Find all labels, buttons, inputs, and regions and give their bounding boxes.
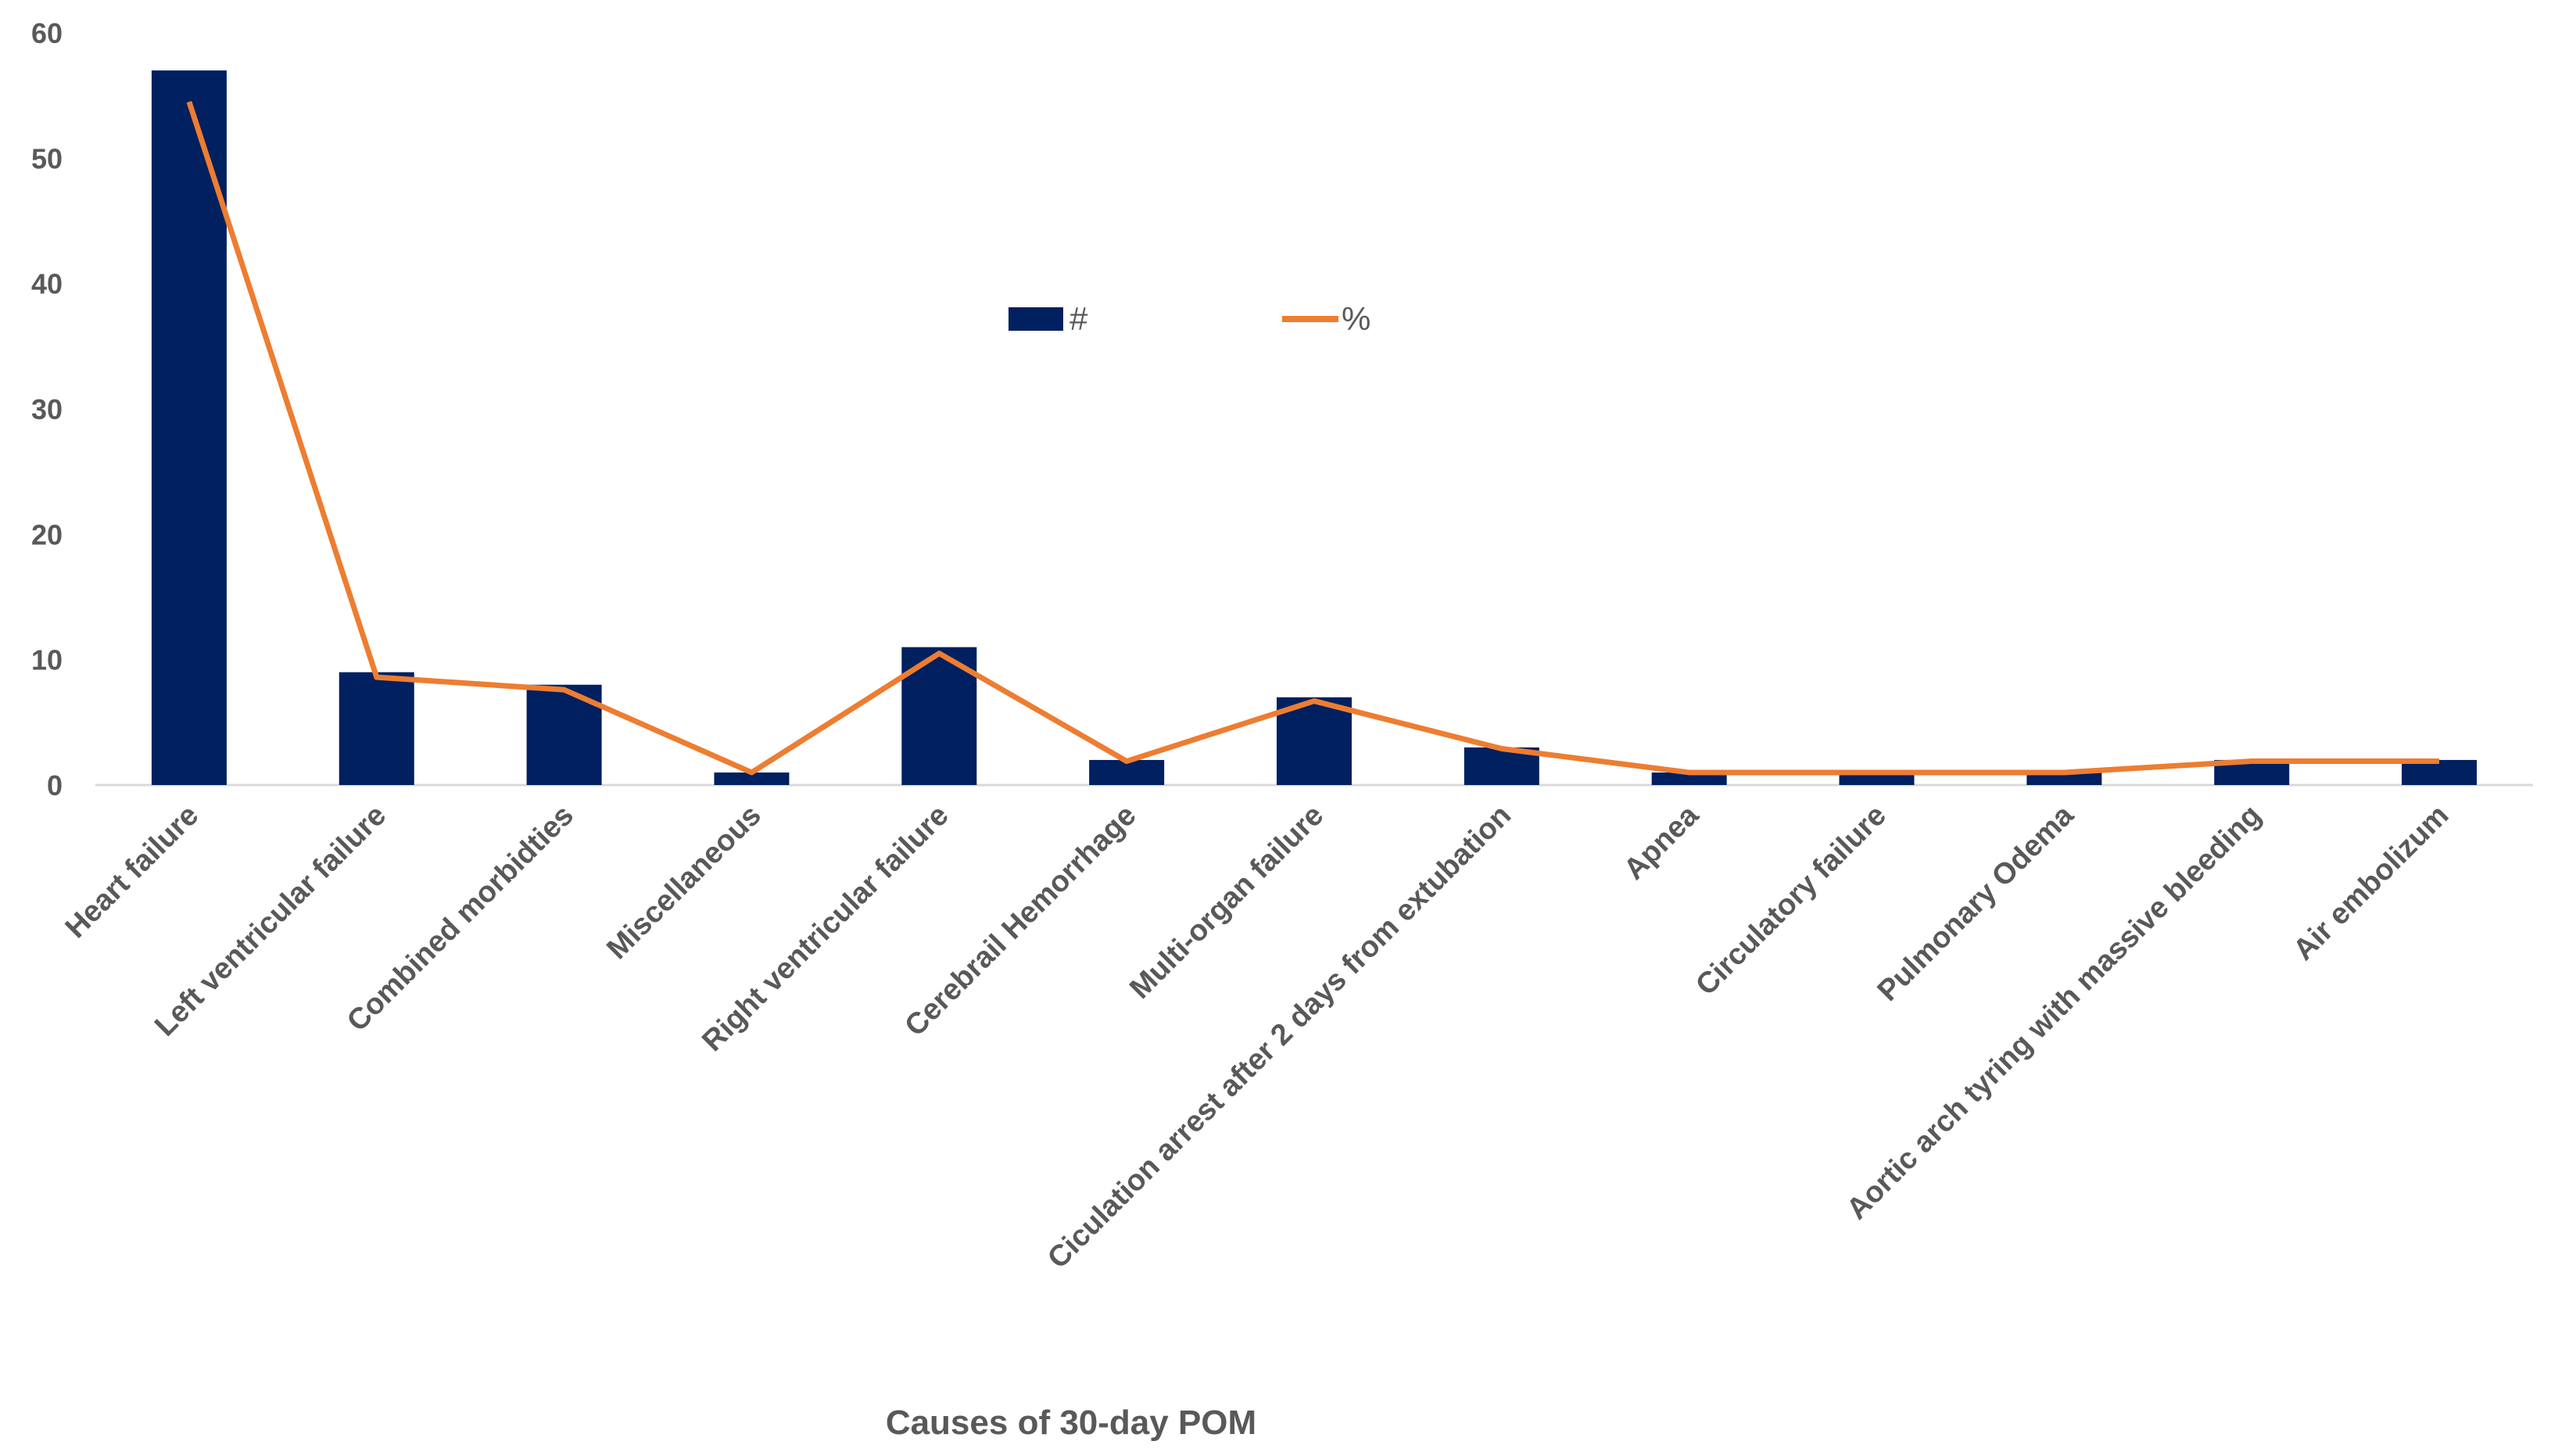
- x-tick-label: Heart failure: [59, 799, 205, 945]
- x-tick-label: Aortic arch tyring with massive bleeding: [1840, 799, 2267, 1226]
- y-tick-label: 0: [47, 769, 63, 801]
- percent-line: [186, 101, 2440, 776]
- x-tick-label: Apnea: [1618, 798, 1705, 886]
- x-tick-label: Multi-organ failure: [1123, 799, 1330, 1006]
- bar-series: [151, 70, 2477, 786]
- line-series: [186, 101, 2440, 776]
- y-tick-label: 20: [31, 518, 63, 550]
- legend-bar-swatch: [1009, 307, 1063, 331]
- bar: [151, 70, 227, 786]
- legend-line-label: %: [1342, 300, 1370, 337]
- bar: [1651, 772, 1727, 785]
- bar: [1839, 772, 1915, 785]
- x-tick-label: Miscellaneous: [600, 799, 767, 966]
- legend: # %: [1009, 300, 1370, 337]
- legend-bar-label: #: [1069, 300, 1088, 337]
- x-tick-label: Circulatory failure: [1689, 799, 1893, 1002]
- y-tick-label: 30: [31, 393, 63, 425]
- bar: [2402, 759, 2477, 785]
- y-tick-label: 60: [31, 17, 63, 49]
- y-tick-label: 10: [31, 644, 63, 676]
- x-axis-title: Causes of 30-day POM: [886, 1404, 1256, 1442]
- bar: [2026, 772, 2102, 785]
- x-tick-label: Pulmonary Odema: [1872, 798, 2081, 1008]
- bar: [1089, 759, 1165, 785]
- y-axis: 0 10 20 30 40 50 60: [31, 17, 63, 801]
- bar: [714, 772, 790, 785]
- y-tick-label: 40: [31, 268, 63, 300]
- bar: [339, 672, 414, 785]
- y-tick-label: 50: [31, 142, 63, 174]
- x-tick-label: Air embolizum: [2288, 799, 2456, 967]
